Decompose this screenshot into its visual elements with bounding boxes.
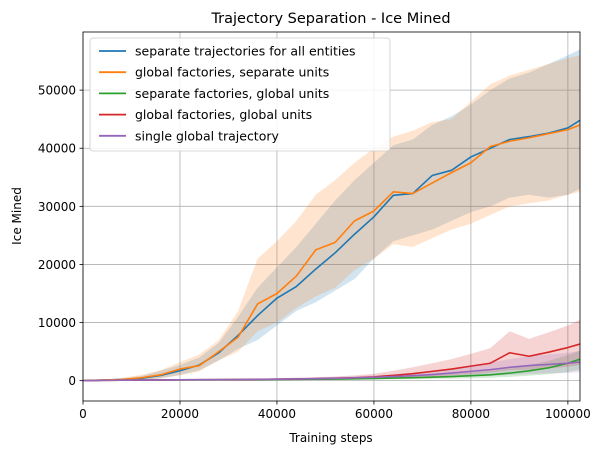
legend-label-0: separate trajectories for all entities <box>135 44 356 59</box>
y-axis-label: Ice Mined <box>10 187 24 245</box>
legend-box <box>89 37 391 152</box>
y-axis-ticks: 0 10000 20000 30000 40000 50000 <box>38 84 83 388</box>
y-tick-label: 40000 <box>38 142 76 156</box>
x-axis-ticks: 0 20000 40000 60000 80000 100000 <box>79 401 591 421</box>
y-tick-label: 20000 <box>38 258 76 272</box>
legend-label-1: global factories, separate units <box>135 65 329 80</box>
x-tick-label: 80000 <box>452 407 490 421</box>
y-tick-label: 30000 <box>38 200 76 214</box>
legend-label-4: single global trajectory <box>135 128 279 143</box>
series-band-3 <box>83 319 580 381</box>
legend-label-3: global factories, global units <box>135 107 312 122</box>
x-tick-label: 60000 <box>355 407 393 421</box>
x-tick-label: 100000 <box>545 407 591 421</box>
x-tick-label: 20000 <box>161 407 199 421</box>
plot-frame <box>82 31 581 402</box>
series-line-1 <box>83 124 580 382</box>
legend-label-2: separate factories, global units <box>135 86 329 101</box>
y-tick-label: 0 <box>68 374 76 388</box>
y-tick-label: 50000 <box>38 84 76 98</box>
series-lines <box>83 119 580 382</box>
y-tick-label: 10000 <box>38 316 76 330</box>
series-band-0 <box>83 49 580 381</box>
x-axis-label: Training steps <box>288 431 372 445</box>
series-band-1 <box>83 55 580 381</box>
x-tick-label: 0 <box>79 407 87 421</box>
x-tick-label: 40000 <box>258 407 296 421</box>
series-line-4 <box>83 361 580 382</box>
legend: separate trajectories for all entities gl… <box>89 37 391 152</box>
chart-title: Trajectory Separation - Ice Mined <box>210 11 450 27</box>
